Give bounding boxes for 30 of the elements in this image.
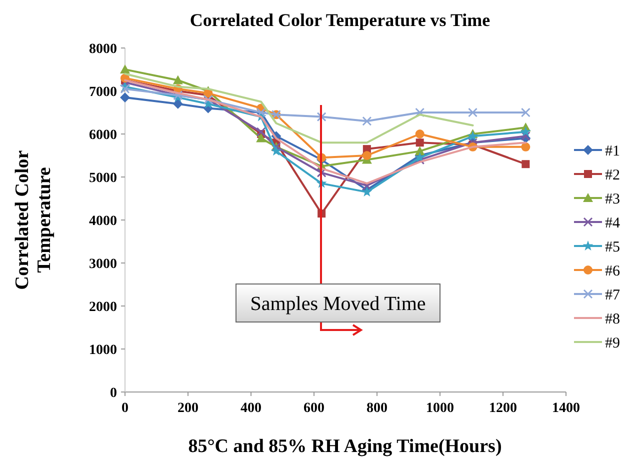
legend-label: #6 (605, 263, 620, 280)
y-axis-title: Correlated Color Temperature (12, 150, 55, 290)
y-tick-label: 0 (110, 386, 117, 401)
legend-label: #7 (605, 287, 620, 304)
x-tick-label: 0 (122, 401, 128, 416)
x-tick-label: 400 (240, 401, 262, 416)
x-tick-label: 1000 (426, 401, 454, 416)
annotation: Samples Moved Time (250, 293, 426, 315)
y-tick-label: 3000 (89, 256, 117, 272)
legend-label: #4 (605, 215, 620, 232)
x-tick-label: 800 (366, 401, 388, 416)
legend-label: #8 (605, 311, 620, 328)
x-tick-label: 600 (304, 401, 324, 416)
y-tick-label: 2000 (89, 300, 117, 315)
x-tick-label: 1400 (552, 401, 580, 416)
y-tick-label: 4000 (89, 214, 117, 229)
legend-label: #9 (605, 335, 620, 352)
legend-label: #2 (605, 167, 620, 184)
x-tick-label: 1200 (489, 401, 517, 416)
legend-label: #1 (605, 143, 620, 160)
y-tick-label: 1000 (89, 342, 117, 358)
legend-label: #3 (605, 191, 620, 208)
x-axis-title: 85°C and 85% RH Aging Time(Hours) (188, 436, 502, 457)
y-tick-label: 7000 (89, 84, 117, 100)
y-tick-label: 5000 (89, 170, 117, 186)
x-tick-label: 200 (178, 401, 198, 416)
legend-label: #5 (605, 239, 620, 256)
chart-title: Correlated Color Temperature vs Time (190, 10, 490, 30)
y-tick-label: 6000 (89, 128, 117, 143)
y-tick-label: 8000 (89, 42, 117, 57)
